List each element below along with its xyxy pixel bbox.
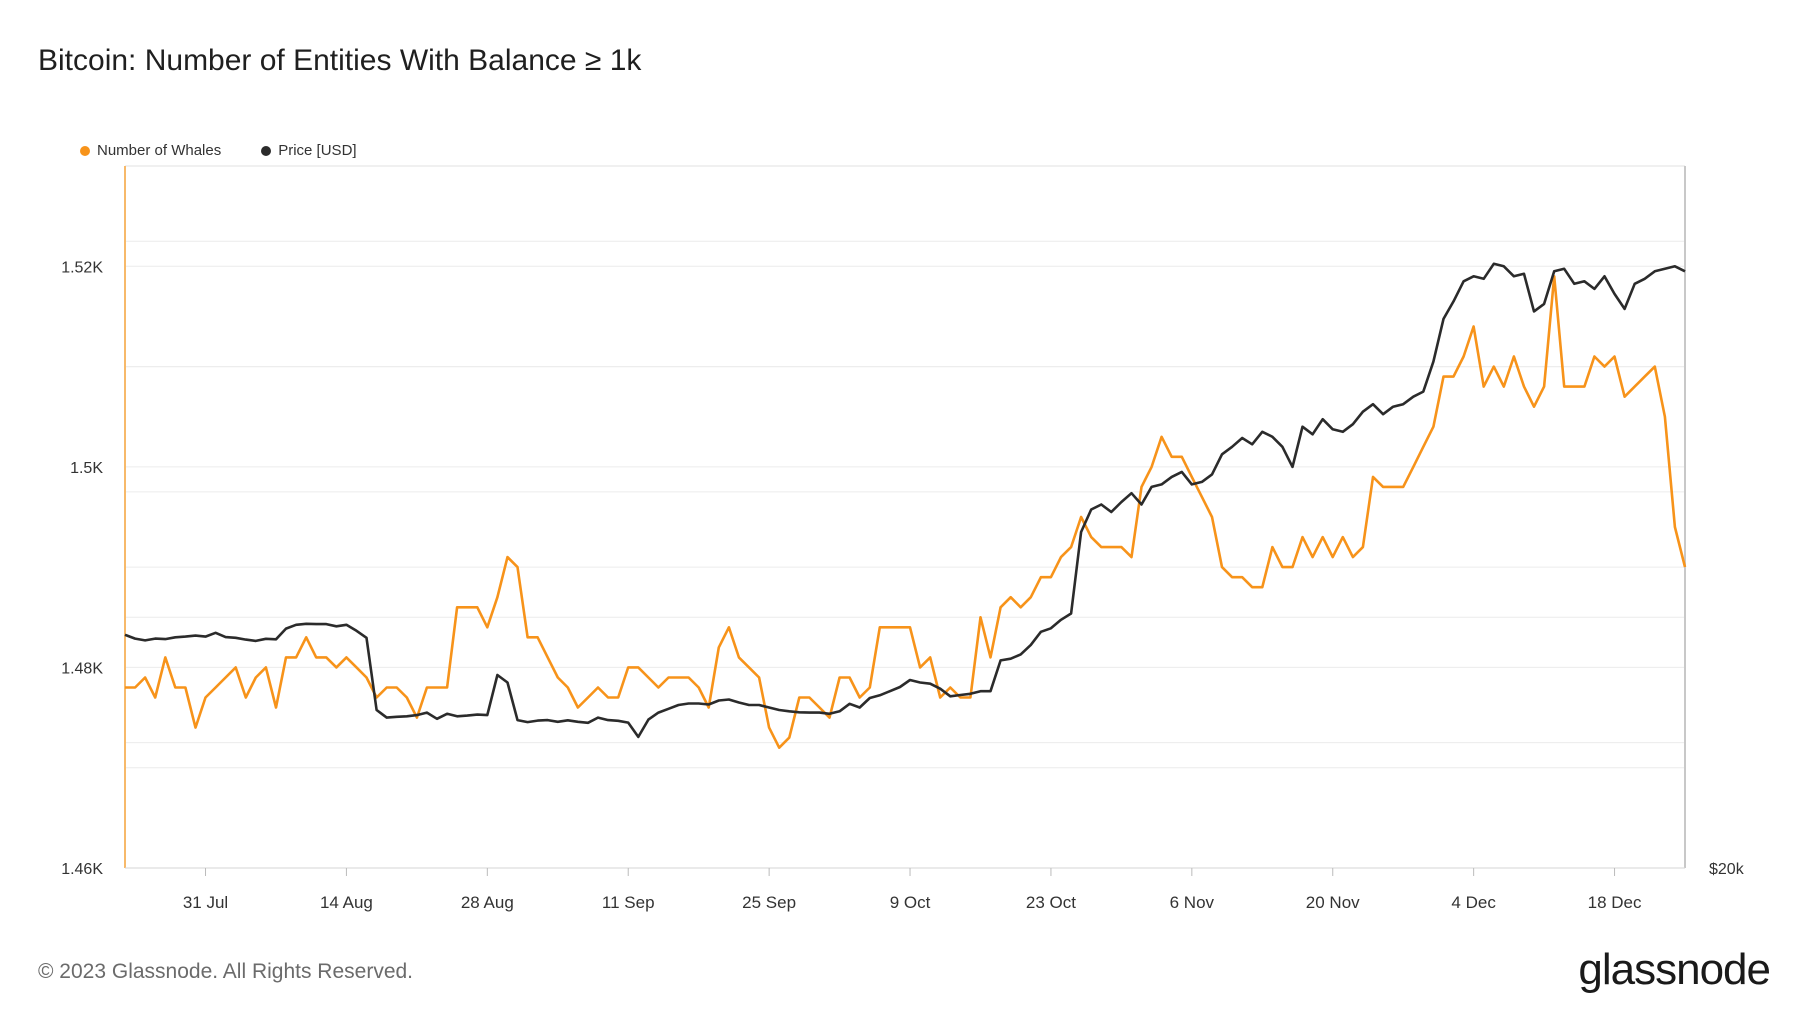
x-tick-label: 14 Aug bbox=[320, 893, 373, 912]
x-tick-label: 11 Sep bbox=[602, 893, 655, 912]
y-left-tick-label: 1.48K bbox=[61, 660, 103, 677]
chart-legend: Number of Whales Price [USD] bbox=[80, 142, 357, 159]
x-tick-label: 6 Nov bbox=[1170, 893, 1215, 912]
x-tick-label: 4 Dec bbox=[1451, 893, 1496, 912]
series-line-whales bbox=[125, 274, 1687, 750]
y-right-tick-label: $20k bbox=[1709, 861, 1745, 878]
chart-title: Bitcoin: Number of Entities With Balance… bbox=[38, 44, 642, 77]
x-tick-label: 25 Sep bbox=[742, 893, 796, 912]
y-left-tick-label: 1.46K bbox=[61, 861, 103, 878]
x-tick-label: 31 Jul bbox=[183, 893, 228, 912]
legend-item-whales[interactable]: Number of Whales bbox=[80, 142, 221, 159]
legend-dot-whales bbox=[80, 145, 90, 156]
x-tick-label: 20 Nov bbox=[1306, 893, 1360, 912]
copyright-footer: © 2023 Glassnode. All Rights Reserved. bbox=[38, 960, 414, 983]
legend-label-whales: Number of Whales bbox=[97, 142, 222, 159]
x-tick-label: 28 Aug bbox=[461, 893, 514, 912]
x-tick-label: 18 Dec bbox=[1588, 893, 1642, 912]
legend-label-price: Price [USD] bbox=[278, 142, 357, 159]
series-line-price bbox=[124, 262, 1686, 739]
legend-item-price[interactable]: Price [USD] bbox=[261, 142, 357, 159]
x-tick-label: 9 Oct bbox=[890, 893, 931, 912]
legend-dot-price bbox=[261, 145, 272, 156]
x-tick-label: 23 Oct bbox=[1026, 893, 1076, 912]
y-left-tick-label: 1.52K bbox=[61, 259, 103, 276]
glassnode-logo: glassnode bbox=[1578, 945, 1771, 994]
y-left-tick-label: 1.5K bbox=[70, 460, 103, 477]
